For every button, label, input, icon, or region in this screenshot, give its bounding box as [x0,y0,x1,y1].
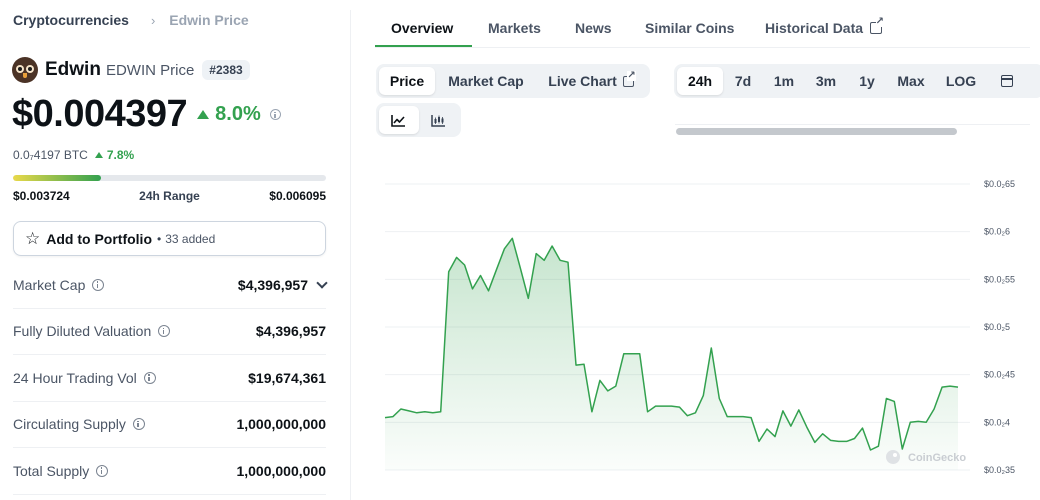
y-tick-label: $0.0₂6 [984,227,1010,237]
btc-price-row: 0.0₇4197 BTC 7.8% [13,148,134,162]
caret-up-icon [197,110,210,119]
y-tick-label: $0.0₂4 [984,417,1010,427]
range-1y-button[interactable]: 1y [859,73,875,89]
price-line [384,237,959,451]
scrollbar-thumb[interactable] [676,128,957,135]
price-chart[interactable]: $0.0₂65 $0.0₂6 $0.0₂55 $0.0₂5 $0.0₂45 $0.0₂4 $… [375,160,1035,500]
stat-value: $4,396,957 [238,277,328,293]
stat-value: $19,674,361 [248,369,326,386]
stat-row-trading-vol: 24 Hour Trading Vol $19,674,361 [13,355,326,402]
y-tick-label: $0.0₂35 [984,465,1015,475]
time-range-selector: 24h 7d 1m 3m 1y Max LOG [674,64,1040,98]
coin-name: Edwin [45,59,101,80]
y-tick-label: $0.0₂45 [984,370,1015,380]
price-chart-button[interactable]: Price [379,67,435,95]
main-tabs: Overview Markets News Similar Coins Hist… [375,0,1030,48]
line-chart-icon[interactable] [379,106,419,134]
info-icon[interactable] [143,371,156,384]
active-tab-indicator [375,45,472,47]
stat-value: 1,000,000,000 [236,462,326,479]
portfolio-label: Add to Portfolio [46,230,153,247]
watermark-text: CoinGecko [908,452,966,464]
rank-badge: #2383 [202,60,250,80]
stat-label: Total Supply [13,463,109,479]
owl-logo-icon [12,57,38,83]
stat-label: Market Cap [13,277,105,293]
stat-value: $4,396,957 [255,323,326,340]
breadcrumb-current: Edwin Price [169,12,249,28]
breadcrumb-cryptocurrencies-link[interactable]: Cryptocurrencies [13,12,129,28]
tab-historical-data[interactable]: Historical Data [765,17,885,36]
add-to-portfolio-button[interactable]: ☆ Add to Portfolio • 33 added [13,221,326,256]
candlestick-chart-icon[interactable] [419,106,459,134]
info-icon[interactable] [269,109,281,120]
chevron-down-icon[interactable] [316,277,328,289]
range-3m-button[interactable]: 3m [815,73,837,89]
range-progress-fill [13,175,101,181]
tab-similar-coins[interactable]: Similar Coins [645,20,735,36]
caret-up-icon [94,152,103,158]
range-24h-button[interactable]: 24h [677,67,723,95]
portfolio-dot: • [157,231,162,246]
market-cap-chart-button[interactable]: Market Cap [448,73,524,89]
stat-row-total-supply: Total Supply 1,000,000,000 [13,448,326,495]
star-icon: ☆ [25,229,41,248]
range-labels: $0.003724 24h Range $0.006095 [13,189,326,203]
current-price: $0.004397 [12,93,188,135]
tab-markets[interactable]: Markets [488,20,541,36]
price-row: $0.004397 8.0% [12,93,281,136]
calendar-icon [1001,75,1013,87]
y-tick-label: $0.0₂55 [984,274,1015,284]
range-low: $0.003724 [13,189,70,203]
stat-row-market-cap[interactable]: Market Cap $4,396,957 [13,262,328,309]
coingecko-watermark: CoinGecko [886,450,966,464]
range-high: $0.006095 [269,189,326,203]
coin-header: Edwin EDWIN Price #2383 [12,57,250,83]
y-tick-label: $0.0₂65 [984,179,1015,189]
range-label: 24h Range [139,189,200,203]
coin-symbol-label: EDWIN Price [105,61,195,79]
stats-table: Market Cap $4,396,957 Fully Diluted Valu… [13,262,328,495]
y-tick-label: $0.0₂5 [984,322,1010,332]
external-link-icon [870,17,885,34]
stat-value: 1,000,000,000 [236,416,326,433]
range-1m-button[interactable]: 1m [773,73,795,89]
chart-view-selector [376,103,461,137]
price-area-fill [385,238,958,470]
chart-type-selector: Price Market Cap Live Chart [376,64,650,98]
info-icon[interactable] [158,325,171,338]
log-scale-button[interactable]: LOG [945,73,977,89]
info-icon[interactable] [96,464,109,477]
breadcrumb-separator: › [150,12,156,28]
portfolio-count: 33 added [165,231,216,246]
btc-change-value: 7.8% [106,148,135,162]
calendar-button[interactable] [987,67,1027,95]
btc-change: 7.8% [94,148,135,162]
info-icon[interactable] [132,418,145,431]
panel-divider [350,10,351,500]
price-change-value: 8.0% [215,103,261,125]
stat-row-circulating-supply: Circulating Supply 1,000,000,000 [13,402,326,448]
btc-price: 0.0₇4197 BTC [13,148,88,162]
price-change: 8.0% [197,103,261,126]
external-link-icon [622,70,636,87]
range-max-button[interactable]: Max [897,73,925,89]
stat-row-fdv: Fully Diluted Valuation $4,396,957 [13,309,326,355]
stat-label: 24 Hour Trading Vol [13,370,156,386]
tab-overview[interactable]: Overview [391,20,454,36]
coin-info-panel: Cryptocurrencies › Edwin Price Edwin EDW… [0,0,340,500]
tab-news[interactable]: News [575,20,612,36]
range-progress-bar [13,175,326,181]
time-range-scrollbar[interactable] [675,124,1030,138]
breadcrumb: Cryptocurrencies › Edwin Price [13,12,249,28]
stat-label: Fully Diluted Valuation [13,323,171,339]
range-7d-button[interactable]: 7d [734,73,752,89]
live-chart-button[interactable]: Live Chart [537,67,645,95]
stat-label: Circulating Supply [13,416,145,432]
info-icon[interactable] [92,278,105,291]
